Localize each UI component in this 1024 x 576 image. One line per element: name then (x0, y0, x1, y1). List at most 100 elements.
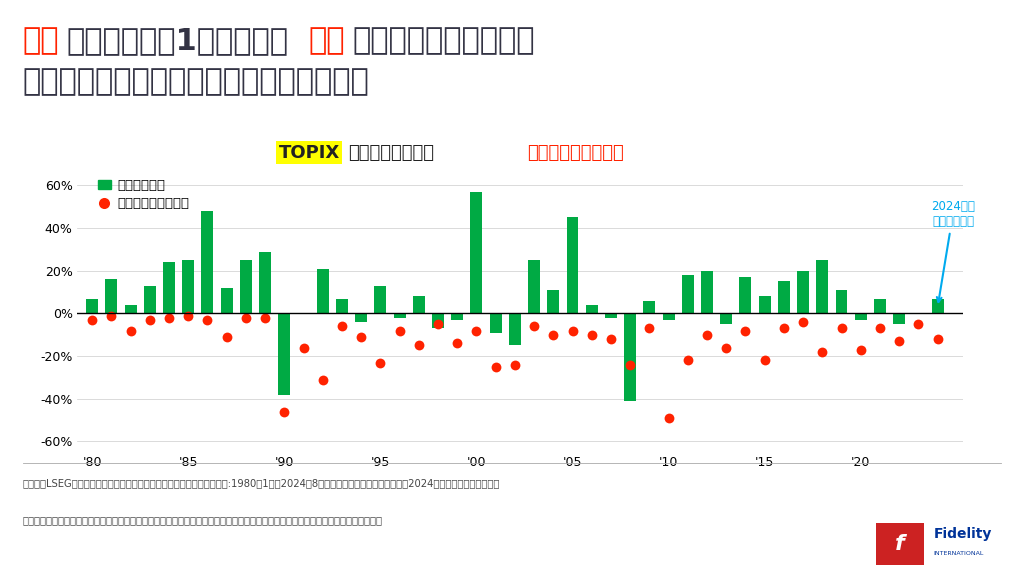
Bar (86, 298, 98, 313)
Point (411, 341, 427, 350)
Point (468, 326, 484, 335)
Bar (240, 260, 252, 313)
Point (891, 336, 907, 346)
Text: 2024年は
年初来プラス: 2024年は 年初来プラス (931, 200, 975, 302)
Bar (316, 268, 329, 313)
Bar (509, 313, 521, 346)
Point (391, 326, 408, 335)
Bar (221, 288, 232, 313)
Point (698, 330, 715, 339)
Point (737, 326, 754, 335)
Bar (816, 260, 828, 313)
Bar (393, 313, 406, 318)
Bar (855, 313, 866, 320)
Bar (893, 313, 905, 324)
Point (123, 326, 139, 335)
Point (430, 320, 446, 329)
Point (718, 343, 734, 353)
Bar (375, 286, 386, 313)
Bar (163, 262, 175, 313)
Point (757, 356, 773, 365)
Point (545, 330, 561, 339)
Bar (739, 277, 752, 313)
Point (161, 313, 177, 323)
Point (450, 339, 466, 348)
Text: あらゆる記述やチャートは、例示目的もしくは過去の実績であり、将来の傾向、数値等を保証もしくは示唆するものではありません。: あらゆる記述やチャートは、例示目的もしくは過去の実績であり、将来の傾向、数値等を… (23, 516, 383, 525)
FancyBboxPatch shape (876, 523, 924, 565)
Point (276, 407, 293, 416)
Text: f: f (895, 534, 904, 554)
Point (200, 315, 216, 324)
Point (218, 332, 234, 342)
Text: 年初来・最大下落率: 年初来・最大下落率 (527, 143, 624, 162)
Point (660, 414, 677, 423)
Bar (701, 271, 713, 313)
Bar (432, 313, 444, 328)
Bar (836, 290, 848, 313)
Point (141, 315, 158, 324)
Bar (125, 305, 136, 313)
Bar (528, 260, 540, 313)
Bar (202, 211, 213, 313)
Point (257, 313, 273, 323)
Point (853, 345, 869, 354)
Bar (279, 313, 290, 395)
Bar (778, 282, 790, 313)
Point (487, 362, 504, 372)
Point (834, 324, 850, 333)
Legend: 年間リターン, 年初来・最大下落率: 年間リターン, 年初来・最大下落率 (92, 173, 195, 215)
Point (507, 360, 523, 369)
Text: （出所）LSEG、フィデリティ・インスティテュート。（注）データ期間:1980年1月～2024年8月２日、日次。価格リターン。「2024年」は、８月２日まで。: （出所）LSEG、フィデリティ・インスティテュート。（注）データ期間:1980年… (23, 478, 500, 488)
Point (584, 330, 600, 339)
Bar (489, 313, 502, 333)
Text: TOPIX: TOPIX (279, 143, 340, 162)
Bar (470, 192, 482, 313)
Bar (548, 290, 559, 313)
Text: 年末まで様子見したほうが下げ幅は小さい: 年末まで様子見したほうが下げ幅は小さい (23, 67, 370, 96)
Point (295, 343, 311, 353)
Point (84, 315, 100, 324)
Point (180, 311, 197, 320)
Bar (182, 260, 195, 313)
Bar (682, 275, 693, 313)
Point (930, 335, 946, 344)
Point (795, 317, 811, 327)
Bar (759, 297, 771, 313)
Bar (586, 305, 598, 313)
Bar (452, 313, 463, 320)
Text: Fidelity: Fidelity (934, 527, 992, 541)
Bar (625, 313, 636, 401)
Point (238, 313, 254, 323)
Text: で投資を止めるより、: で投資を止めるより、 (352, 26, 535, 55)
Point (372, 358, 388, 367)
Point (910, 320, 927, 329)
Bar (643, 301, 655, 313)
Bar (259, 252, 271, 313)
Point (775, 324, 792, 333)
Point (871, 324, 888, 333)
Point (314, 375, 331, 384)
Text: の年間リターンと: の年間リターンと (348, 143, 434, 162)
Bar (720, 313, 732, 324)
Point (814, 347, 830, 357)
Bar (355, 313, 368, 322)
Bar (105, 279, 118, 313)
Text: 急落: 急落 (308, 26, 345, 55)
Point (622, 360, 638, 369)
Point (564, 326, 581, 335)
Point (526, 321, 543, 331)
Point (334, 321, 350, 331)
Bar (566, 218, 579, 313)
Point (641, 324, 657, 333)
Point (353, 332, 370, 342)
Bar (413, 297, 425, 313)
Bar (797, 271, 809, 313)
Text: は毎年ある。1年の途中の: は毎年ある。1年の途中の (67, 26, 289, 55)
Bar (336, 298, 348, 313)
Point (680, 356, 696, 365)
Bar (932, 298, 943, 313)
Bar (605, 313, 616, 318)
Point (103, 311, 120, 320)
Text: 急落: 急落 (23, 26, 59, 55)
Bar (143, 286, 156, 313)
